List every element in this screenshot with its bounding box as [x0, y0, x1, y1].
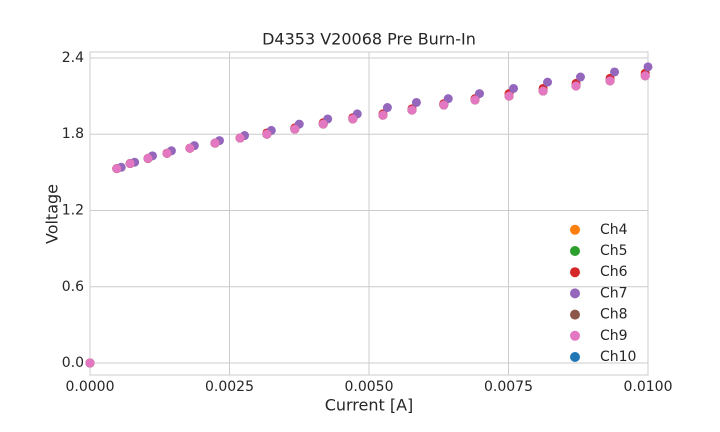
x-tick-label: 0.0000	[66, 379, 115, 395]
x-tick-label: 0.0075	[484, 379, 533, 395]
x-tick-label: 0.0100	[624, 379, 673, 395]
legend-label: Ch10	[600, 349, 636, 365]
point	[185, 143, 195, 153]
legend-marker	[570, 267, 580, 278]
y-tick-label: 1.2	[62, 203, 84, 219]
point	[378, 110, 388, 120]
point	[85, 358, 95, 368]
point	[262, 129, 272, 139]
point	[640, 71, 650, 81]
y-axis-label: Voltage	[43, 184, 62, 244]
point	[348, 114, 358, 124]
point	[538, 86, 548, 96]
legend-label: Ch6	[600, 264, 628, 280]
point	[474, 89, 484, 99]
point	[382, 103, 392, 113]
chart-title: D4353 V20068 Pre Burn-In	[262, 30, 476, 49]
legend-marker	[570, 330, 580, 341]
point	[605, 76, 615, 86]
point	[439, 100, 449, 110]
y-tick-label: 1.8	[62, 126, 84, 142]
point	[443, 94, 453, 104]
legend-marker	[570, 246, 580, 256]
legend-marker	[570, 309, 580, 320]
legend-label: Ch5	[600, 243, 628, 259]
y-tick-label: 2.4	[62, 50, 84, 66]
x-tick-label: 0.0050	[345, 379, 394, 395]
marks	[85, 62, 653, 368]
point	[543, 77, 553, 87]
point	[162, 148, 172, 158]
legend-label: Ch7	[600, 285, 628, 301]
point	[470, 95, 480, 105]
point	[411, 97, 421, 107]
point	[210, 138, 220, 148]
y-tick-label: 0.0	[62, 355, 84, 371]
point	[235, 133, 245, 143]
legend-label: Ch4	[600, 222, 628, 238]
legend-marker	[570, 352, 580, 362]
point	[125, 158, 135, 168]
point	[407, 105, 417, 115]
legend-label: Ch9	[600, 328, 628, 344]
point	[290, 124, 300, 134]
point	[318, 119, 328, 129]
point	[610, 67, 620, 77]
point	[112, 164, 122, 174]
grid: 0.0000 0.0025 0.0050 0.0075 0.0100 0.0 0.6 1.2 1…	[62, 50, 673, 395]
point	[643, 62, 653, 72]
x-axis-label: Current [A]	[325, 396, 414, 415]
point	[504, 91, 514, 101]
point	[509, 83, 519, 93]
legend-label: Ch8	[600, 307, 628, 323]
point	[143, 153, 153, 163]
y-tick-label: 0.6	[62, 279, 84, 295]
legend-marker	[570, 288, 580, 299]
point	[575, 72, 585, 82]
legend-marker	[570, 224, 580, 235]
legend: Ch4 Ch5 Ch6 Ch7 Ch8 Ch9 Ch10	[570, 222, 636, 365]
point	[571, 81, 581, 91]
x-tick-label: 0.0025	[205, 379, 254, 395]
